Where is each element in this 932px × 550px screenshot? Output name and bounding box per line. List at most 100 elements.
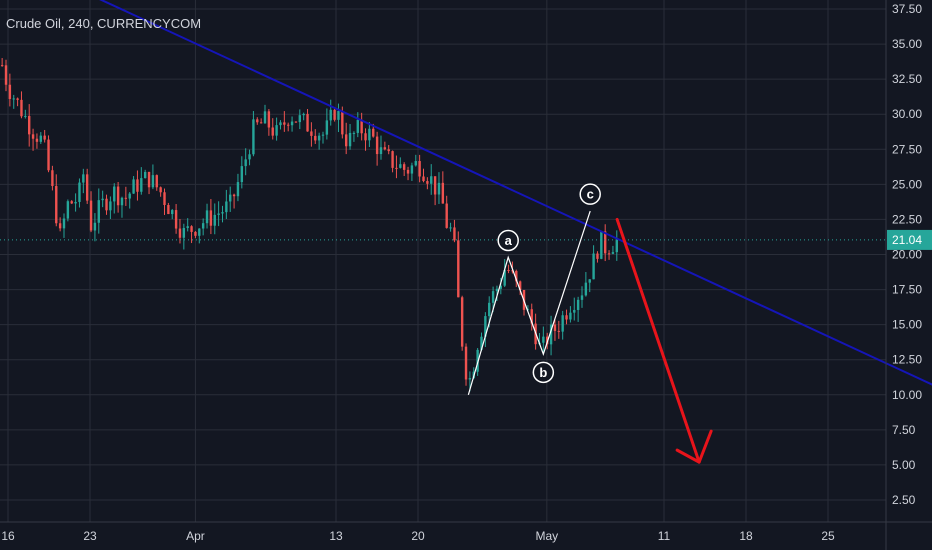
candle-body (468, 378, 472, 380)
candle-body (58, 223, 62, 229)
candle-body (113, 186, 116, 202)
candle-body (124, 197, 128, 199)
candle-body (271, 127, 274, 136)
y-tick-label: 12.50 (892, 353, 922, 367)
candle-body (43, 135, 46, 140)
candle-body (352, 132, 356, 134)
candle-body (406, 169, 410, 174)
y-tick-label: 32.50 (892, 72, 922, 86)
candle-body (298, 115, 302, 123)
last-price-tag: 21.04 (887, 229, 932, 250)
candle-body (596, 253, 599, 259)
y-tick-label: 15.00 (892, 318, 922, 332)
candle-body (31, 134, 35, 139)
candle-body (194, 231, 197, 236)
candle-body (143, 171, 147, 179)
y-tick-label: 2.50 (892, 493, 916, 507)
candle-body (294, 121, 298, 123)
candle-body (484, 316, 487, 337)
candle-body (414, 161, 417, 166)
candle-body (387, 149, 390, 152)
candle-body (39, 135, 42, 142)
candle-body (171, 210, 174, 215)
candle-body (97, 200, 100, 223)
candle-body (74, 201, 77, 204)
candle-body (4, 65, 8, 85)
candle-body (402, 164, 406, 170)
candle-body (182, 228, 186, 238)
candle-body (306, 113, 309, 132)
x-tick-label: 11 (658, 529, 671, 543)
candle-body (441, 182, 445, 204)
candle-body (248, 154, 251, 160)
candle-body (132, 179, 135, 194)
candle-body (147, 171, 151, 188)
candle-body (603, 231, 607, 254)
candle-body (503, 269, 506, 286)
candle-body (302, 113, 305, 116)
last-price-tag-bg (887, 229, 932, 250)
candle-body (116, 186, 120, 206)
candle-body (511, 270, 514, 272)
candle-body (259, 122, 263, 124)
candle-body (437, 182, 441, 195)
candle-body (499, 285, 503, 289)
candle-body (391, 151, 394, 168)
candle-body (607, 253, 611, 255)
annotations: a b c (0, 0, 932, 464)
y-tick-label: 5.00 (892, 458, 916, 472)
candle-body (240, 166, 244, 183)
wave-label-text: c (587, 187, 594, 202)
candle-body (364, 133, 367, 141)
candle-body (267, 111, 271, 128)
candle-body (418, 161, 421, 177)
candle-body (530, 309, 533, 324)
candle-body (213, 214, 216, 226)
candle-body (109, 201, 112, 211)
candle-body (198, 228, 201, 236)
candle-body (167, 205, 170, 215)
candle-body (592, 253, 595, 280)
wave-label-text: a (505, 233, 513, 248)
candle-body (383, 147, 387, 150)
candle-body (553, 324, 557, 331)
candle-body (460, 297, 464, 347)
candle-body (209, 210, 213, 226)
candle-body (8, 84, 12, 99)
y-tick-label: 22.50 (892, 212, 922, 226)
candle-body (205, 210, 209, 224)
candle-body (70, 201, 73, 204)
wave-label-a: a (497, 229, 519, 252)
y-tick-label: 7.50 (892, 423, 916, 437)
candle-body (310, 131, 313, 136)
y-tick-label: 20.00 (892, 248, 922, 262)
y-tick-label: 17.50 (892, 283, 922, 297)
candle-body (600, 231, 603, 259)
candle-body (576, 299, 580, 310)
candle-body (93, 222, 97, 231)
y-tick-label: 10.00 (892, 388, 922, 402)
candle-body (561, 315, 564, 332)
candle-body (128, 193, 131, 199)
candle-body (565, 315, 568, 320)
candle-body (24, 115, 27, 117)
candle-body (410, 165, 414, 174)
candle-body (584, 282, 588, 296)
candle-body (495, 288, 499, 292)
candle-body (66, 201, 70, 219)
projection-arrow-shaft (615, 217, 701, 464)
chart-title: Crude Oil, 240, CURRENCYCOM (6, 16, 201, 31)
x-tick-label: 16 (1, 529, 15, 543)
candle-body (445, 203, 448, 228)
candle-body (569, 312, 572, 320)
x-tick-label: 20 (411, 529, 425, 543)
candle-body (229, 194, 232, 202)
candle-body (236, 182, 240, 197)
candles (0, 58, 618, 392)
candle-body (252, 119, 255, 155)
candle-body (344, 134, 348, 147)
candle-body (573, 309, 576, 313)
candle-body (244, 159, 247, 167)
